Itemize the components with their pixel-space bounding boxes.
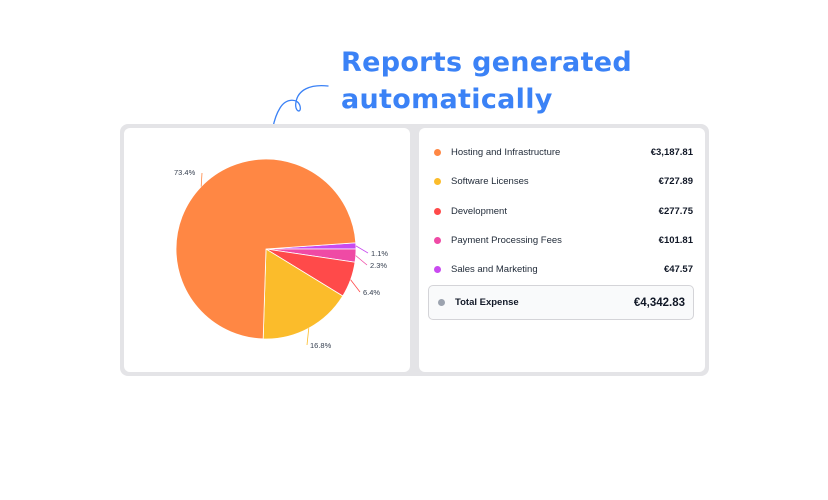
- chart-panel: 1.1% 2.3% 6.4% 16.8% 73.4%: [124, 128, 410, 372]
- headline-line-1: Reports generated: [341, 47, 633, 78]
- pie-slice-0: [175, 158, 357, 340]
- pie-slice-1: [262, 248, 344, 340]
- slice-percent-label: 2.3%: [370, 261, 387, 270]
- category-value: €3,187.81: [650, 147, 693, 159]
- expense-pie-chart: 1.1% 2.3% 6.4% 16.8% 73.4%: [174, 158, 388, 350]
- total-dot: [438, 299, 445, 306]
- leader-line-0: [200, 172, 203, 187]
- headline-line-2: automatically: [341, 84, 553, 115]
- total-expense-value: €4,342.83: [633, 296, 685, 309]
- category-label: Software Licenses: [451, 176, 529, 188]
- legend-dot: [434, 149, 441, 157]
- list-item: Hosting and Infrastructure €3,187.81: [431, 138, 695, 167]
- legend-dot: [434, 207, 441, 215]
- total-expense-row: Total Expense €4,342.83: [428, 285, 694, 320]
- leader-line-2: [350, 279, 361, 293]
- breakdown-list: Hosting and Infrastructure €3,187.81 Softw…: [431, 138, 695, 284]
- category-value: €727.89: [658, 176, 693, 188]
- category-label: Sales and Marketing: [451, 264, 538, 276]
- category-value: €101.81: [658, 235, 693, 247]
- list-item: Software Licenses €727.89: [431, 167, 695, 196]
- slice-percent-label: 1.1%: [371, 249, 388, 258]
- list-item: Sales and Marketing €47.57: [431, 255, 695, 284]
- headline: Reports generated automatically: [341, 44, 641, 118]
- category-label: Development: [451, 205, 507, 217]
- leader-line-3: [355, 255, 368, 266]
- category-value: €277.75: [658, 205, 693, 217]
- legend-dot: [434, 178, 441, 186]
- category-label: Payment Processing Fees: [451, 235, 562, 247]
- legend-dot: [434, 266, 441, 274]
- list-item: Payment Processing Fees €101.81: [431, 226, 695, 255]
- leader-line-1: [306, 328, 310, 346]
- legend-dot: [434, 237, 441, 245]
- breakdown-panel: Hosting and Infrastructure €3,187.81 Softw…: [419, 128, 705, 372]
- slice-percent-label: 6.4%: [363, 288, 380, 297]
- slice-percent-label: 16.8%: [310, 341, 332, 350]
- slice-percent-label: 73.4%: [174, 168, 196, 177]
- list-item: Development €277.75: [431, 197, 695, 226]
- total-expense-label: Total Expense: [455, 297, 519, 308]
- category-label: Hosting and Infrastructure: [451, 147, 561, 159]
- leader-line-4: [355, 245, 369, 254]
- category-value: €47.57: [663, 264, 693, 276]
